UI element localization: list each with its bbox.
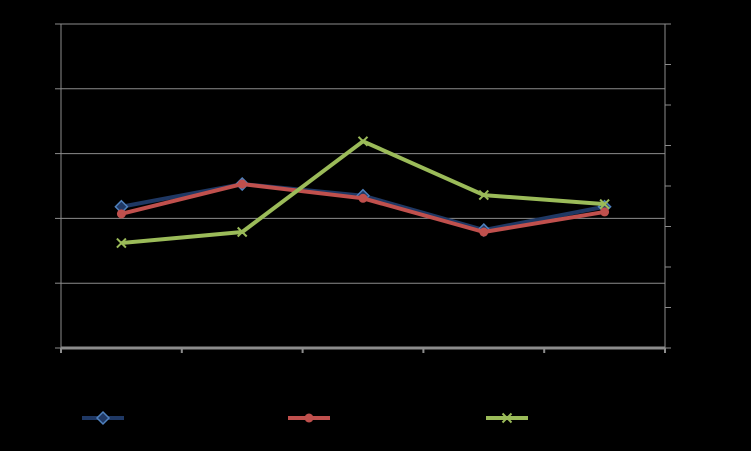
marker bbox=[600, 207, 610, 217]
marker bbox=[236, 226, 248, 238]
marker bbox=[501, 412, 513, 424]
marker bbox=[479, 227, 489, 237]
marker bbox=[95, 410, 111, 426]
marker bbox=[116, 209, 126, 219]
marker bbox=[358, 193, 368, 203]
marker bbox=[357, 136, 369, 147]
marker bbox=[237, 179, 247, 189]
marker bbox=[304, 413, 314, 423]
marker bbox=[116, 237, 127, 249]
marker bbox=[478, 189, 490, 201]
marker bbox=[599, 198, 610, 210]
